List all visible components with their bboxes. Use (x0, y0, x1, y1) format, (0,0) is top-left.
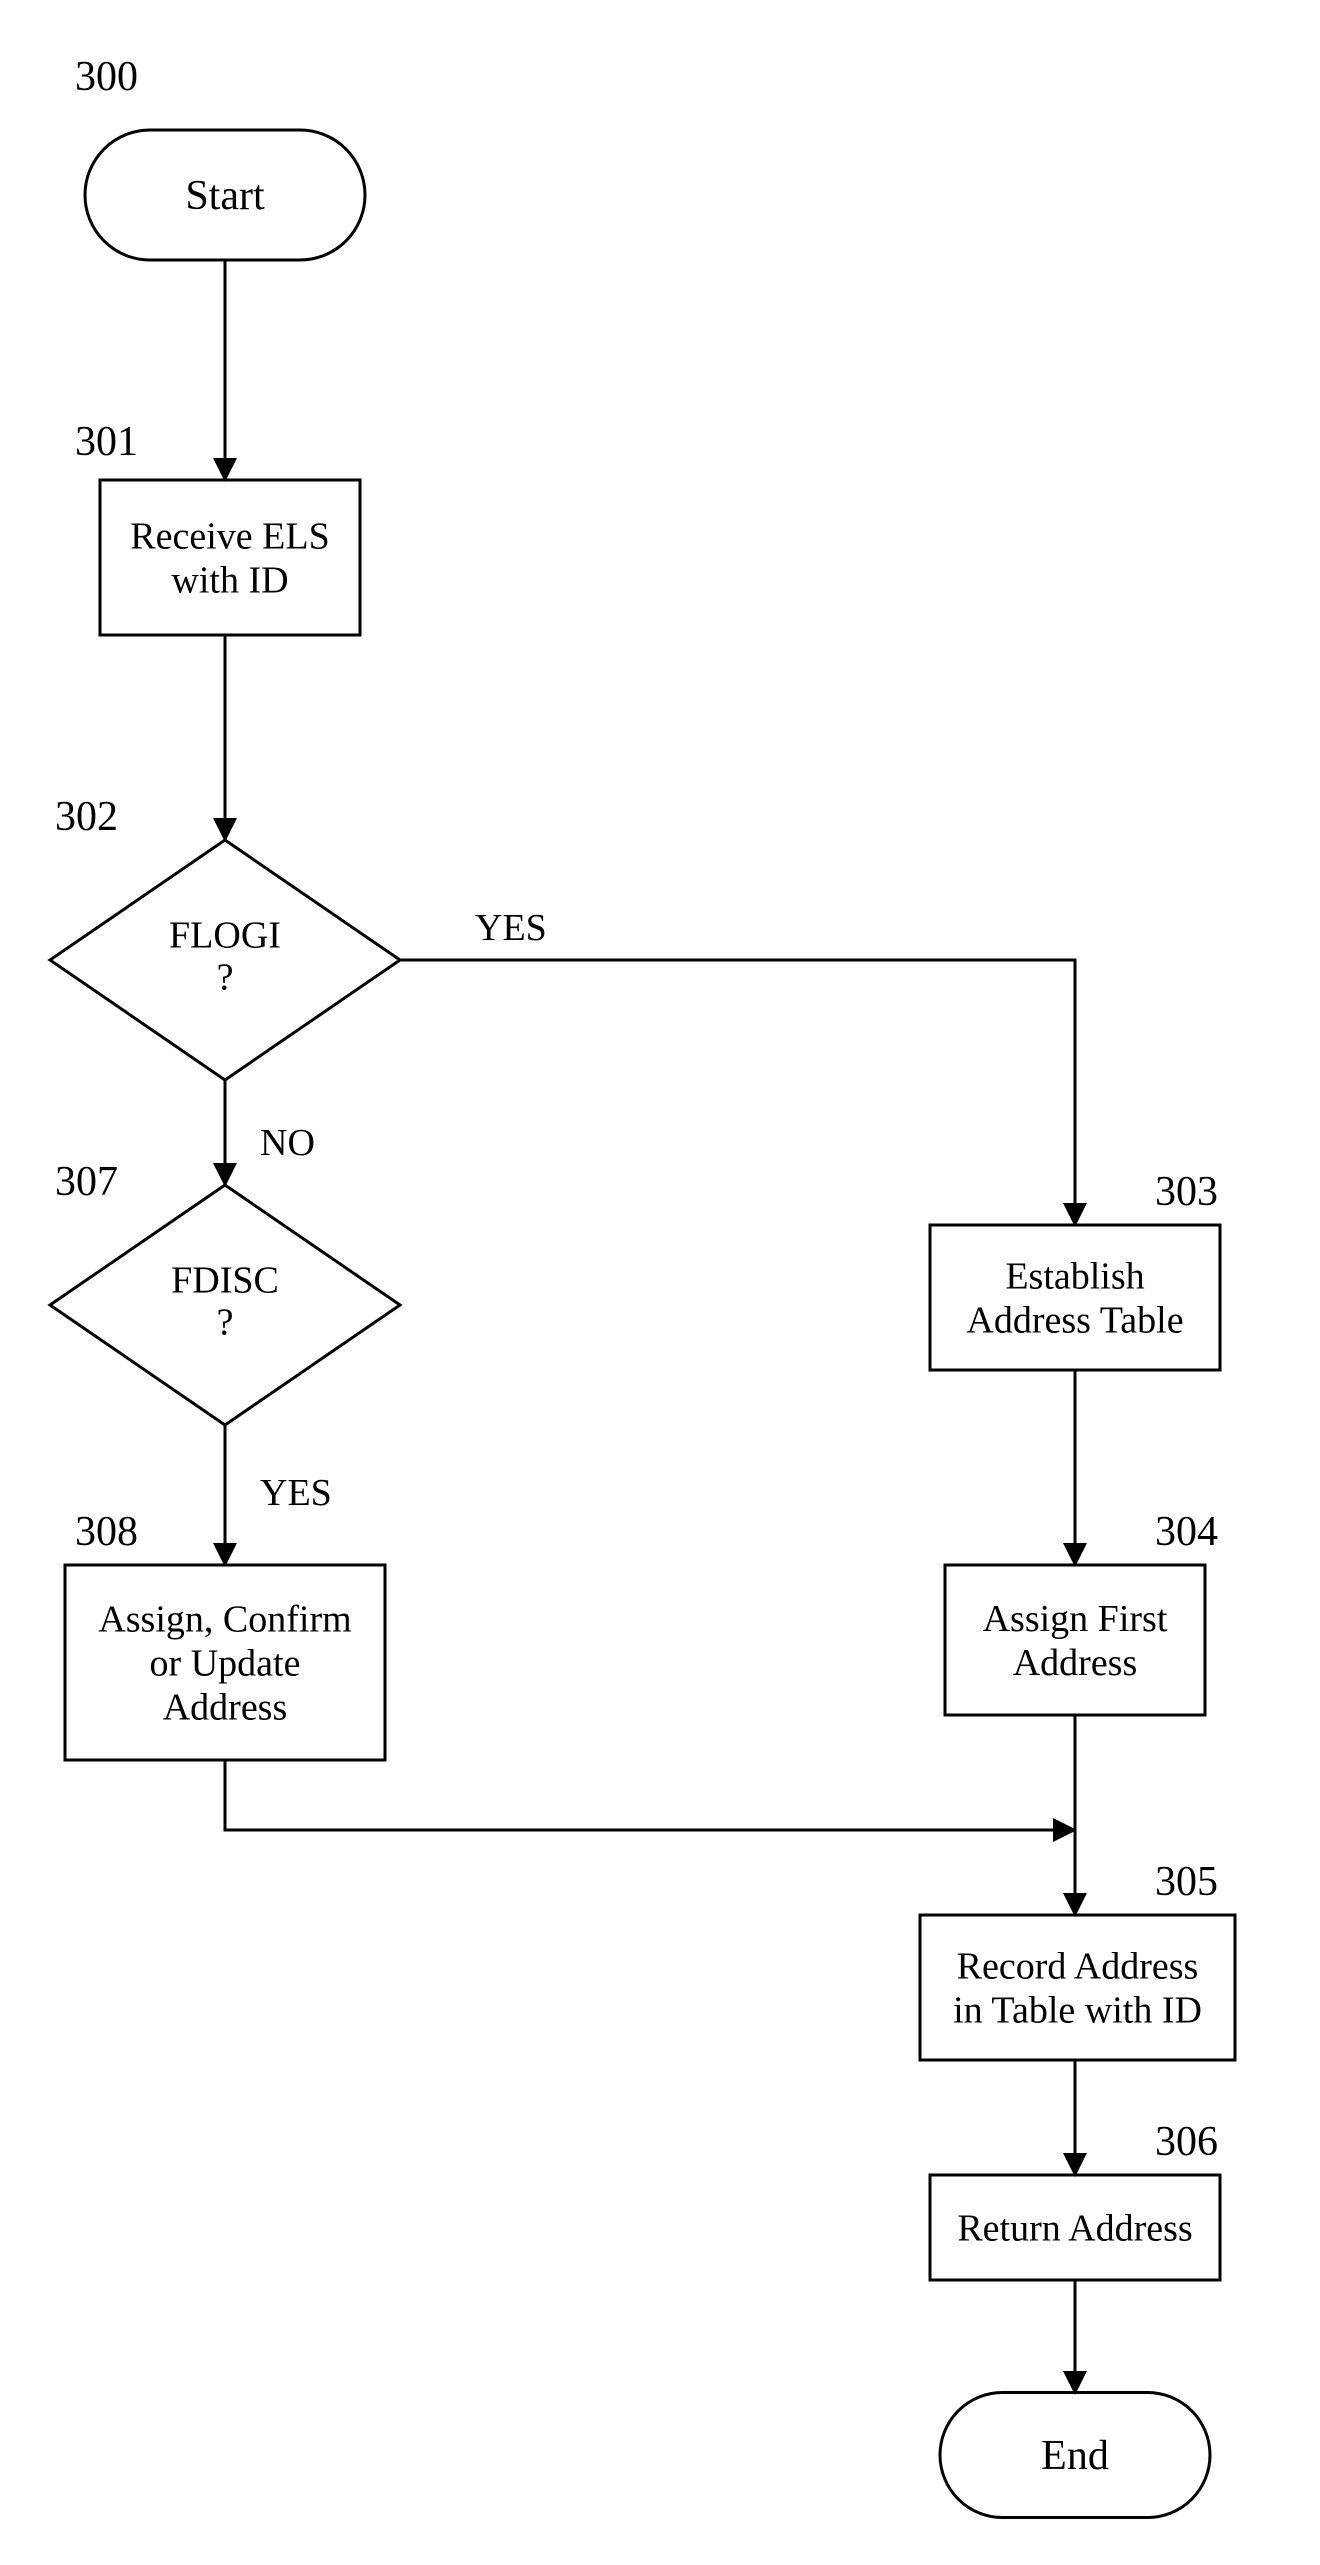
flowchart-canvas: Start 300 Receive ELSwith ID 301 FLOGI? 302 FD… (0, 0, 1320, 2565)
svg-text:YES: YES (475, 907, 547, 949)
svg-text:Return Address: Return Address (957, 2208, 1192, 2250)
svg-text:?: ? (217, 1302, 234, 1344)
svg-text:End: End (1041, 2433, 1109, 2479)
svg-text:with ID: with ID (171, 560, 288, 602)
svg-text:?: ? (217, 957, 234, 999)
svg-text:300: 300 (75, 54, 138, 100)
svg-text:Assign, Confirm: Assign, Confirm (98, 1599, 351, 1641)
edge-3 (400, 960, 1075, 1225)
svg-text:Address Table: Address Table (966, 1300, 1183, 1342)
svg-text:Record Address: Record Address (957, 1946, 1199, 1988)
svg-text:302: 302 (55, 794, 118, 840)
svg-text:306: 306 (1155, 2119, 1218, 2165)
svg-text:Assign First: Assign First (983, 1598, 1168, 1640)
svg-text:Address: Address (1013, 1642, 1138, 1684)
svg-text:NO: NO (260, 1122, 315, 1164)
svg-text:Address: Address (163, 1687, 288, 1729)
svg-text:301: 301 (75, 419, 138, 465)
svg-text:Receive ELS: Receive ELS (130, 516, 329, 558)
svg-text:303: 303 (1155, 1169, 1218, 1215)
svg-text:YES: YES (260, 1472, 332, 1514)
svg-text:308: 308 (75, 1509, 138, 1555)
svg-text:in Table with ID: in Table with ID (953, 1990, 1202, 2032)
svg-text:304: 304 (1155, 1509, 1218, 1555)
svg-text:or Update: or Update (150, 1643, 301, 1685)
edge-7 (225, 1760, 1075, 1830)
svg-text:305: 305 (1155, 1859, 1218, 1905)
svg-text:FLOGI: FLOGI (169, 915, 281, 957)
svg-text:307: 307 (55, 1159, 118, 1205)
svg-text:Establish: Establish (1005, 1256, 1144, 1298)
svg-text:Start: Start (185, 173, 265, 219)
svg-text:FDISC: FDISC (171, 1260, 279, 1302)
